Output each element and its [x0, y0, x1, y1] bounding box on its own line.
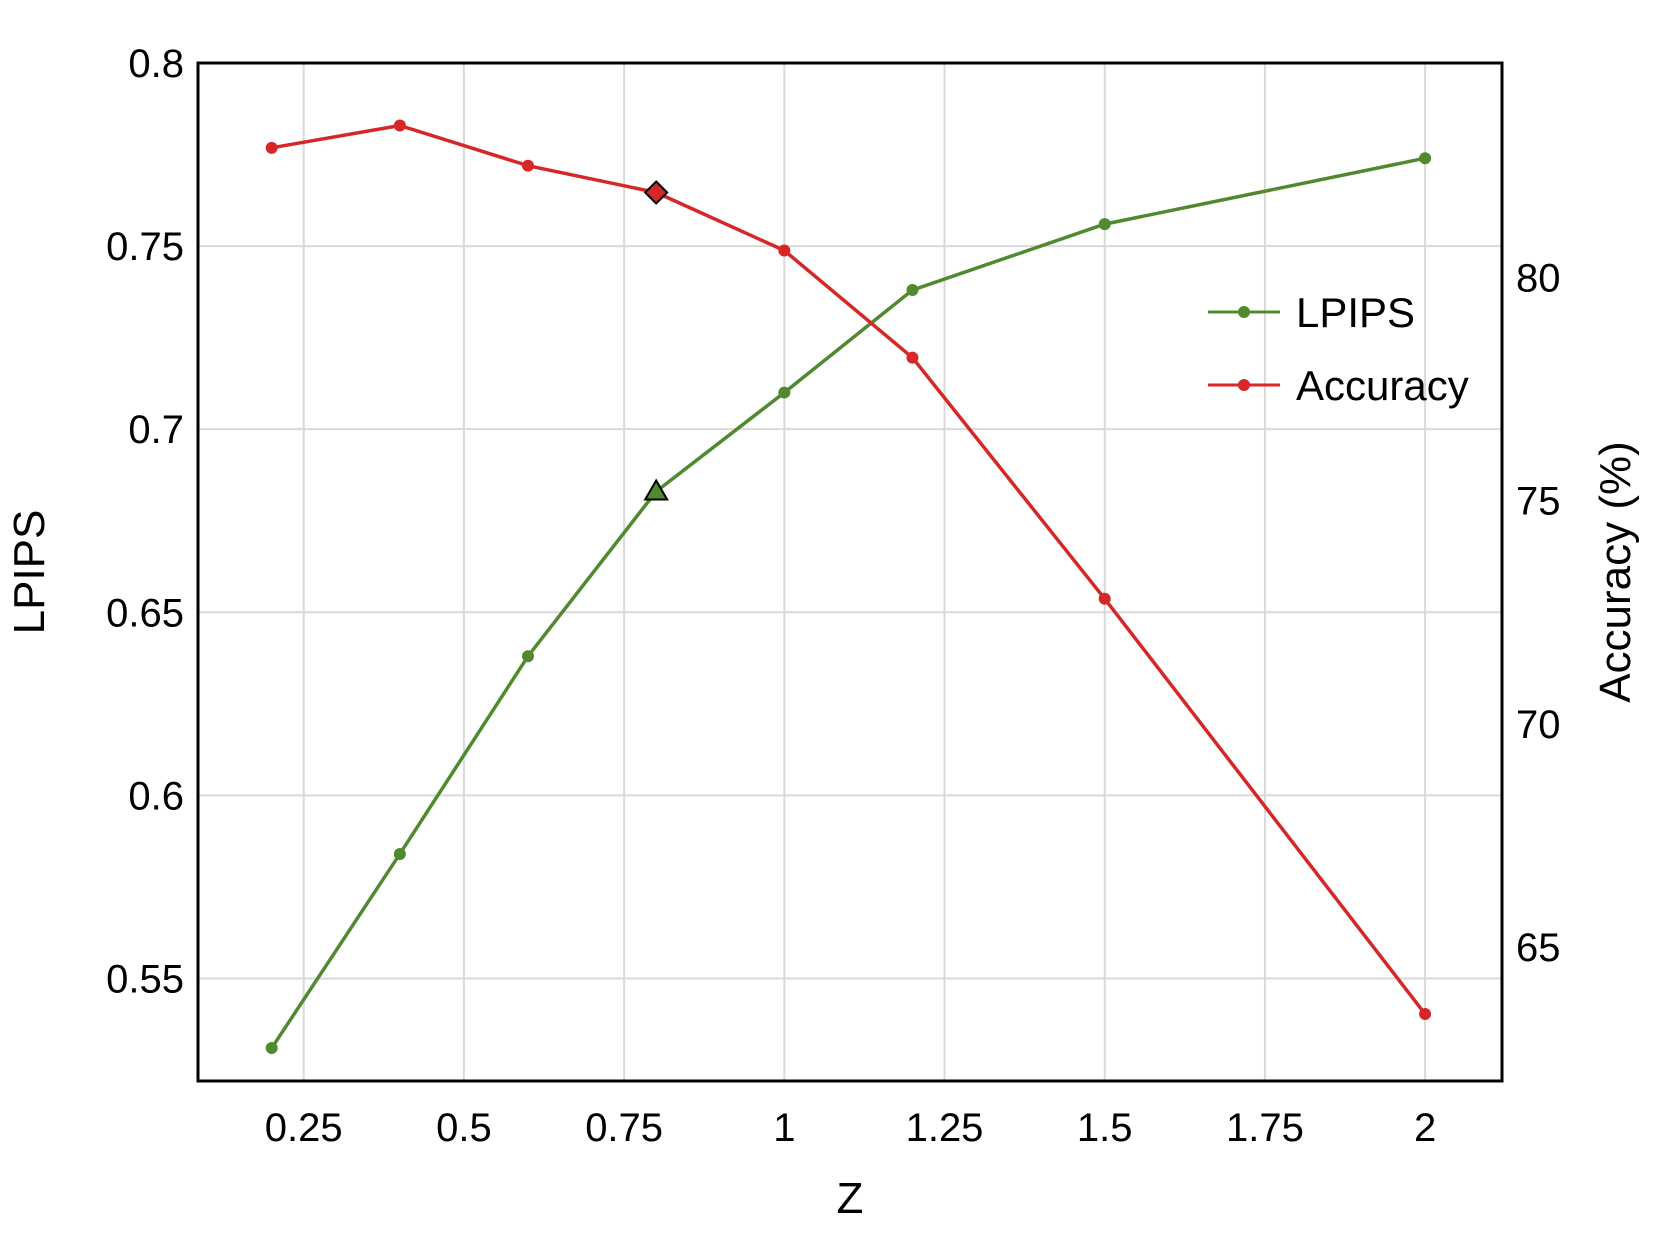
data-point — [778, 244, 791, 257]
y-right-tick-label: 65 — [1516, 926, 1561, 970]
x-tick-label: 0.25 — [265, 1106, 343, 1150]
x-tick-label: 1.5 — [1077, 1106, 1133, 1150]
data-point — [778, 386, 791, 399]
data-point — [265, 1042, 278, 1055]
y-axis-left-label: LPIPS — [5, 510, 54, 635]
y-left-tick-label: 0.55 — [106, 957, 184, 1001]
x-tick-label: 1.25 — [906, 1106, 984, 1150]
legend: LPIPS Accuracy — [1208, 289, 1469, 409]
y-right-tick-label: 80 — [1516, 256, 1561, 300]
series-layer — [265, 119, 1432, 1055]
x-tick-label: 1.75 — [1226, 1106, 1304, 1150]
data-point — [1098, 592, 1111, 605]
y-left-tick-label: 0.75 — [106, 225, 184, 269]
series-line-accuracy — [271, 123, 1427, 1016]
y-axis-right-label: Accuracy (%) — [1591, 441, 1640, 703]
highlight-point — [643, 478, 669, 501]
y-right-tick-label: 70 — [1516, 703, 1561, 747]
legend-item-lpips: LPIPS — [1208, 289, 1415, 336]
plot-frame — [196, 61, 1504, 1083]
series-lpips — [265, 152, 1432, 1055]
y-left-tick-label: 0.7 — [128, 408, 184, 452]
data-point — [522, 159, 535, 172]
x-axis-label: Z — [837, 1174, 864, 1223]
series-accuracy — [265, 119, 1432, 1021]
data-point — [906, 284, 919, 297]
x-tick-label: 2 — [1414, 1106, 1436, 1150]
highlight-point — [643, 180, 669, 205]
y-left-tick-label: 0.8 — [128, 42, 184, 86]
data-point — [906, 351, 919, 364]
grid — [198, 63, 1502, 1081]
legend-label-accuracy: Accuracy — [1296, 362, 1469, 409]
x-tick-label: 1 — [773, 1106, 795, 1150]
data-point — [393, 847, 406, 860]
data-point — [1419, 1008, 1432, 1021]
data-point — [265, 141, 278, 154]
legend-item-accuracy: Accuracy — [1208, 362, 1469, 409]
data-point — [522, 650, 535, 663]
y-right-tick-label: 75 — [1516, 480, 1561, 524]
x-tick-label: 0.75 — [585, 1106, 663, 1150]
y-left-tick-label: 0.6 — [128, 774, 184, 818]
data-point — [393, 119, 406, 132]
data-point — [1098, 218, 1111, 231]
series-line-lpips — [270, 156, 1426, 1050]
data-point — [1419, 152, 1432, 165]
legend-label-lpips: LPIPS — [1296, 289, 1415, 336]
tick-labels: 0.25 0.5 0.75 1 1.25 1.5 1.75 2 0.55 0.6 0.65 0.7 0.… — [106, 42, 1560, 1150]
y-left-tick-label: 0.65 — [106, 591, 184, 635]
x-tick-label: 0.5 — [436, 1106, 492, 1150]
